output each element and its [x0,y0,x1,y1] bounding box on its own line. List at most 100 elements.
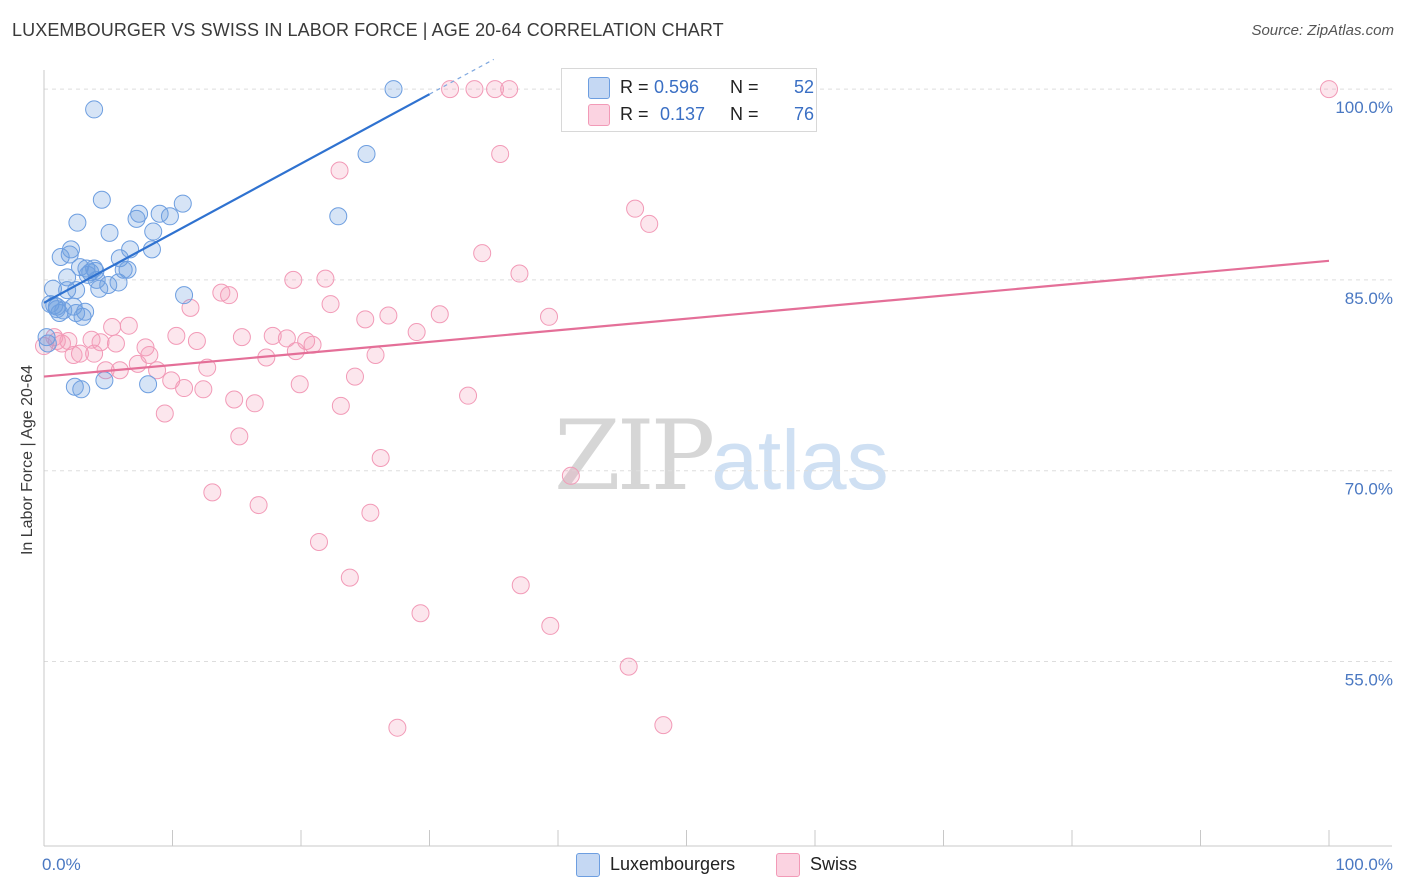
axes [43,70,1392,847]
data-point [173,194,192,213]
data-point [330,161,349,180]
stats-legend: R = 0.596 N = 52 R = 0.137 N = 76 [561,68,817,132]
trend-line-luxembourgers [43,93,431,304]
data-point [303,335,322,354]
data-point [379,306,398,325]
swiss-swatch [588,104,610,126]
data-point [95,371,114,390]
r-value: 0.596 [654,77,700,97]
swiss-legend-swatch [776,853,800,877]
data-point [92,190,111,209]
data-point [407,323,426,342]
data-point [38,334,57,353]
luxembourgers-legend-swatch [576,853,600,877]
data-point [67,281,86,300]
x-tick-label-right: 100.0% [1335,855,1393,874]
data-point [486,80,505,99]
data-point [230,427,249,446]
data-point [441,80,460,99]
series-luxembourgers-points [37,80,403,399]
data-point [64,345,83,364]
data-point [510,264,529,283]
y-tick-label: 70.0% [1345,480,1393,499]
chart-title: LUXEMBOURGER VS SWISS IN LABOR FORCE | A… [12,20,724,40]
data-point [316,269,335,288]
data-point [175,379,194,398]
r-value: 0.137 [660,104,706,124]
data-point [99,275,118,294]
data-point [144,222,163,241]
data-point [345,367,364,386]
data-point [309,532,328,551]
data-point [58,268,77,287]
data-point [329,207,348,226]
trend-line-swiss [43,259,1330,378]
data-point [194,380,213,399]
data-point [540,307,559,326]
data-point [106,334,125,353]
data-point [654,716,673,735]
data-point [511,576,530,595]
y-tick-label: 85.0% [1345,289,1393,308]
data-point [561,466,580,485]
data-point [140,345,159,364]
data-point [384,80,403,99]
data-point [277,329,296,348]
data-point [76,302,95,321]
data-point [1320,80,1338,99]
data-point [249,496,268,515]
data-point [68,213,87,232]
data-point [371,449,390,467]
data-point [118,260,137,279]
n-label: N = [730,104,759,124]
data-point [430,305,449,324]
data-point [103,317,122,336]
data-point [626,199,645,218]
data-point [187,331,206,350]
data-point [167,326,186,345]
luxembourgers-swatch [588,77,610,99]
data-point [203,483,222,502]
data-point [640,214,659,233]
swiss-legend-label: Swiss [810,854,858,874]
data-point [232,328,251,347]
data-point [70,258,89,277]
r-label: R = [620,77,649,97]
y-tick-labels: 55.0% 70.0% 85.0% 100.0% [1335,98,1393,689]
data-point [541,616,560,635]
data-point [150,204,169,223]
r-label: R = [620,104,649,124]
data-point [37,328,56,347]
data-point [47,300,66,319]
data-point [357,144,376,163]
data-point [72,380,91,399]
data-point [198,358,217,377]
data-point [100,223,119,242]
data-point [331,396,350,415]
n-value: 76 [794,104,815,124]
x-tick-label-left: 0.0% [42,855,81,874]
data-point [70,344,89,363]
chart-source: Source: ZipAtlas.com [1251,22,1394,39]
series-swiss-points [35,80,1338,737]
n-label: N = [730,77,759,97]
data-point [61,240,80,259]
data-point [90,279,109,298]
data-point [290,375,309,394]
data-point [491,144,510,163]
data-point [160,207,179,226]
data-point [356,310,375,329]
data-point [85,344,104,363]
data-point [67,303,86,322]
data-point [411,604,430,623]
y-tick-label: 55.0% [1345,671,1393,690]
data-point [139,375,158,394]
data-point [263,326,282,345]
data-point [220,286,239,305]
data-point [459,386,478,405]
data-point [366,345,385,364]
data-point [284,270,303,289]
data-point [388,718,407,737]
data-point [465,80,484,99]
